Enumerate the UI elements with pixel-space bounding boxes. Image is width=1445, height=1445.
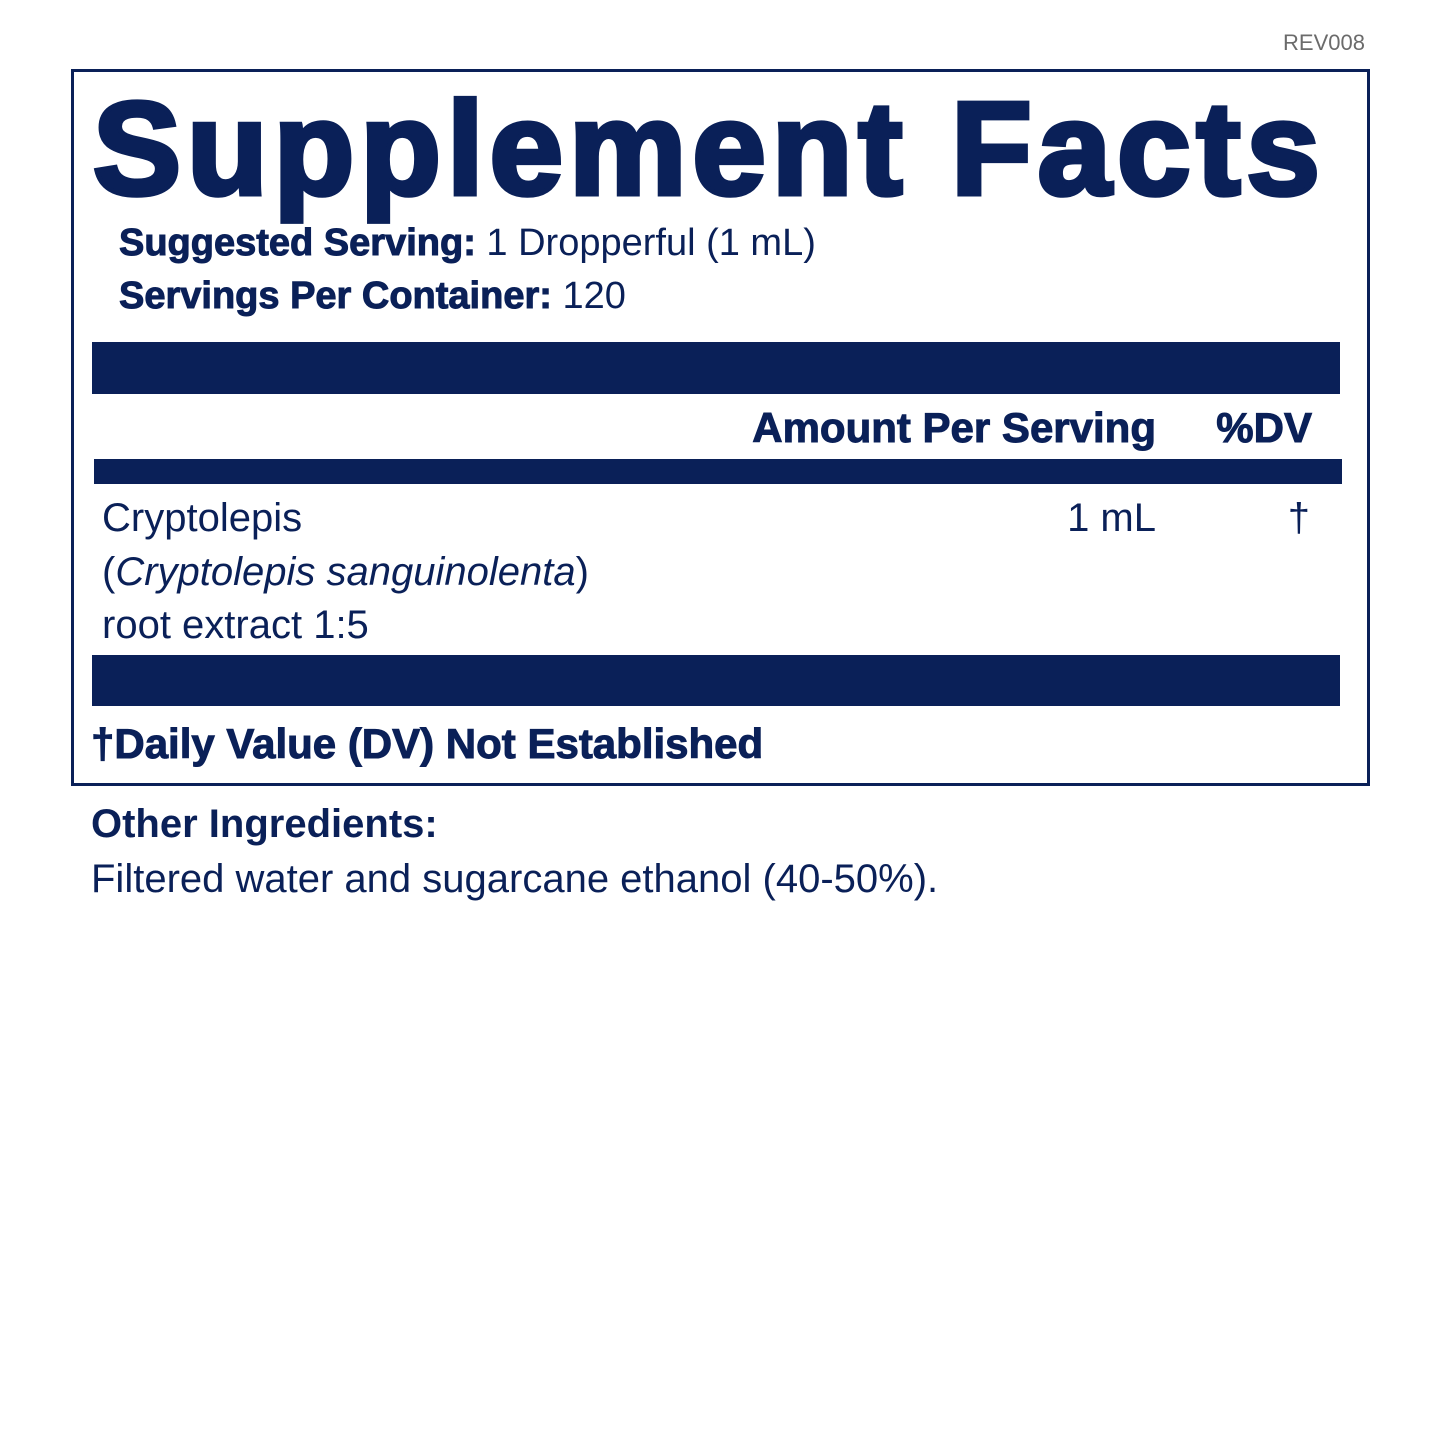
revision-code: REV008	[1283, 30, 1365, 55]
dv-footnote: †Daily Value (DV) Not Established	[90, 720, 764, 768]
dv-header: %DV	[1216, 404, 1313, 452]
paren-open: (	[102, 550, 116, 594]
amount-header: Amount Per Serving	[752, 404, 1157, 452]
servings-value: 120	[562, 275, 626, 317]
supplement-facts-panel	[71, 69, 1370, 786]
page-title: Supplement Facts	[91, 73, 1326, 223]
ingredient-name: Cryptolepis	[102, 496, 303, 540]
serving-label: Suggested Serving:	[119, 222, 477, 265]
divider-bar-bottom	[92, 655, 1340, 706]
latin-name: Cryptolepis sanguinolenta	[115, 550, 576, 594]
ingredient-extract: root extract 1:5	[102, 603, 369, 647]
servings-label: Servings Per Container:	[119, 275, 553, 318]
other-ingredients-text: Filtered water and sugarcane ethanol (40…	[91, 857, 939, 901]
ingredient-latin-name: (Cryptolepis sanguinolenta)	[102, 550, 589, 595]
divider-bar-middle	[94, 459, 1342, 484]
other-ingredients-heading: Other Ingredients:	[91, 802, 438, 846]
ingredient-dv: †	[1287, 496, 1310, 540]
divider-bar-top	[92, 342, 1340, 394]
ingredient-amount: 1 mL	[1067, 496, 1156, 540]
suggested-serving: Suggested Serving: 1 Dropperful (1 mL)	[119, 222, 816, 265]
serving-value: 1 Dropperful (1 mL)	[486, 222, 816, 264]
paren-close: )	[575, 550, 589, 594]
servings-per-container: Servings Per Container: 120	[119, 275, 626, 318]
